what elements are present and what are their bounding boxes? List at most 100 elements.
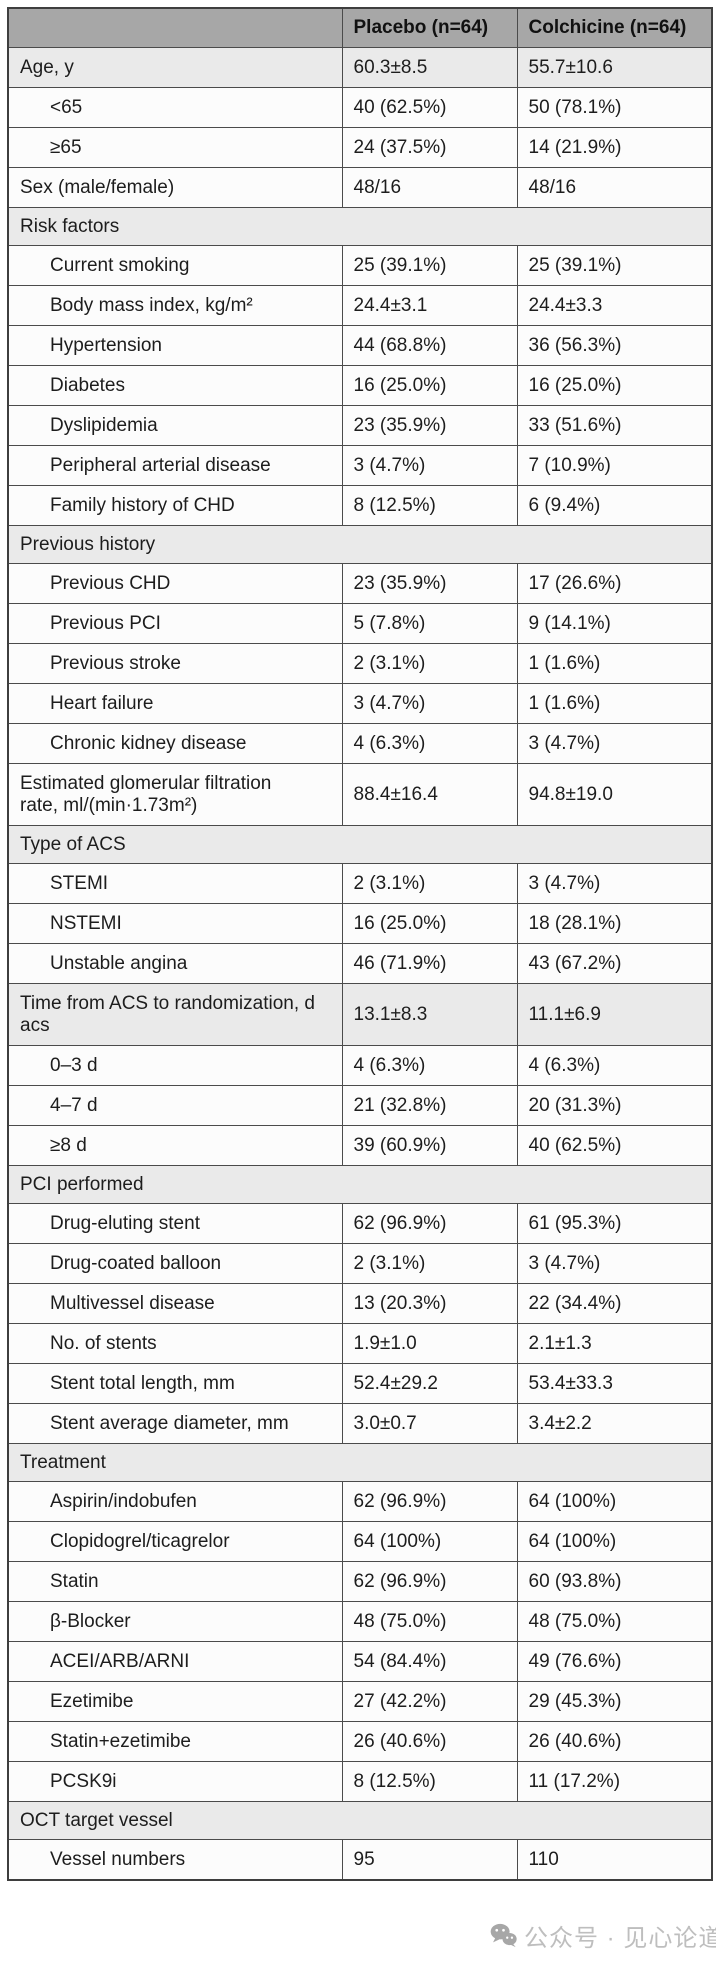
row-label: ≥8 d (7, 1125, 343, 1166)
colchicine-value: 1 (1.6%) (516, 643, 713, 684)
table-row: Stent total length, mm 52.4±29.2 53.4±33.3 (7, 1363, 713, 1404)
table-row: Clopidogrel/ticagrelor 64 (100%) 64 (100%) (7, 1521, 713, 1562)
table-row: Drug-coated balloon 2 (3.1%) 3 (4.7%) (7, 1243, 713, 1284)
colchicine-value: 3 (4.7%) (516, 723, 713, 764)
colchicine-value: 11.1±6.9 (516, 983, 713, 1046)
placebo-value: 3 (4.7%) (341, 683, 518, 724)
placebo-value: 25 (39.1%) (341, 245, 518, 286)
table-row: Statin 62 (96.9%) 60 (93.8%) (7, 1561, 713, 1602)
row-label: Chronic kidney disease (7, 723, 343, 764)
row-label: Clopidogrel/ticagrelor (7, 1521, 343, 1562)
row-label: No. of stents (7, 1323, 343, 1364)
column-header-empty (7, 7, 343, 48)
colchicine-value: 9 (14.1%) (516, 603, 713, 644)
colchicine-value: 17 (26.6%) (516, 563, 713, 604)
placebo-value: 2 (3.1%) (341, 1243, 518, 1284)
colchicine-value: 48/16 (516, 167, 713, 208)
colchicine-value: 1 (1.6%) (516, 683, 713, 724)
section-row: OCT target vessel (7, 1801, 713, 1840)
placebo-value: 27 (42.2%) (341, 1681, 518, 1722)
table-row: 4–7 d 21 (32.8%) 20 (31.3%) (7, 1085, 713, 1126)
row-label: Estimated glomerular filtration rate, ml… (7, 763, 343, 826)
placebo-value: 64 (100%) (341, 1521, 518, 1562)
row-label: Drug-eluting stent (7, 1203, 343, 1244)
table-row: Body mass index, kg/m² 24.4±3.1 24.4±3.3 (7, 285, 713, 326)
placebo-value: 2 (3.1%) (341, 643, 518, 684)
row-label: Statin+ezetimibe (7, 1721, 343, 1762)
colchicine-value: 3.4±2.2 (516, 1403, 713, 1444)
colchicine-value: 53.4±33.3 (516, 1363, 713, 1404)
watermark: 公众号 · 见心论道 (490, 1919, 716, 1952)
row-label: Diabetes (7, 365, 343, 406)
colchicine-value: 3 (4.7%) (516, 1243, 713, 1284)
table-row: Dyslipidemia 23 (35.9%) 33 (51.6%) (7, 405, 713, 446)
placebo-value: 16 (25.0%) (341, 903, 518, 944)
section-header: Type of ACS (7, 825, 713, 864)
row-label: Drug-coated balloon (7, 1243, 343, 1284)
placebo-value: 39 (60.9%) (341, 1125, 518, 1166)
row-label: Multivessel disease (7, 1283, 343, 1324)
placebo-value: 3.0±0.7 (341, 1403, 518, 1444)
placebo-value: 1.9±1.0 (341, 1323, 518, 1364)
table-row: Previous CHD 23 (35.9%) 17 (26.6%) (7, 563, 713, 604)
table-row: Family history of CHD 8 (12.5%) 6 (9.4%) (7, 485, 713, 526)
placebo-value: 2 (3.1%) (341, 863, 518, 904)
row-label: Body mass index, kg/m² (7, 285, 343, 326)
colchicine-value: 64 (100%) (516, 1521, 713, 1562)
row-label: Unstable angina (7, 943, 343, 984)
table-row: Heart failure 3 (4.7%) 1 (1.6%) (7, 683, 713, 724)
table-row: ≥65 24 (37.5%) 14 (21.9%) (7, 127, 713, 168)
colchicine-value: 33 (51.6%) (516, 405, 713, 446)
table-row: Chronic kidney disease 4 (6.3%) 3 (4.7%) (7, 723, 713, 764)
table-row: STEMI 2 (3.1%) 3 (4.7%) (7, 863, 713, 904)
colchicine-value: 64 (100%) (516, 1481, 713, 1522)
row-label: Vessel numbers (7, 1839, 343, 1881)
placebo-value: 60.3±8.5 (341, 47, 518, 88)
colchicine-value: 48 (75.0%) (516, 1601, 713, 1642)
colchicine-value: 40 (62.5%) (516, 1125, 713, 1166)
row-label: NSTEMI (7, 903, 343, 944)
placebo-value: 88.4±16.4 (341, 763, 518, 826)
row-label: ≥65 (7, 127, 343, 168)
placebo-value: 16 (25.0%) (341, 365, 518, 406)
placebo-value: 24 (37.5%) (341, 127, 518, 168)
section-header: OCT target vessel (7, 1801, 713, 1840)
table-row: Statin+ezetimibe 26 (40.6%) 26 (40.6%) (7, 1721, 713, 1762)
colchicine-value: 55.7±10.6 (516, 47, 713, 88)
placebo-value: 44 (68.8%) (341, 325, 518, 366)
table-row: Estimated glomerular filtration rate, ml… (7, 763, 713, 826)
section-row: Previous history (7, 525, 713, 564)
placebo-value: 52.4±29.2 (341, 1363, 518, 1404)
placebo-value: 3 (4.7%) (341, 445, 518, 486)
row-label: Hypertension (7, 325, 343, 366)
placebo-value: 26 (40.6%) (341, 1721, 518, 1762)
table-row: Peripheral arterial disease 3 (4.7%) 7 (10… (7, 445, 713, 486)
colchicine-value: 16 (25.0%) (516, 365, 713, 406)
colchicine-value: 25 (39.1%) (516, 245, 713, 286)
table-header: Placebo (n=64) Colchicine (n=64) (7, 7, 713, 48)
colchicine-value: 18 (28.1%) (516, 903, 713, 944)
placebo-value: 8 (12.5%) (341, 485, 518, 526)
row-label: Time from ACS to randomization, d acs (7, 983, 343, 1046)
table-row: Vessel numbers 95 110 (7, 1839, 713, 1881)
section-header: PCI performed (7, 1165, 713, 1204)
row-label: Aspirin/indobufen (7, 1481, 343, 1522)
row-label: Previous PCI (7, 603, 343, 644)
table-row: Multivessel disease 13 (20.3%) 22 (34.4%) (7, 1283, 713, 1324)
section-row: Risk factors (7, 207, 713, 246)
section-row: Type of ACS (7, 825, 713, 864)
row-label: Peripheral arterial disease (7, 445, 343, 486)
table-row: Ezetimibe 27 (42.2%) 29 (45.3%) (7, 1681, 713, 1722)
row-label: Age, y (7, 47, 343, 88)
placebo-value: 4 (6.3%) (341, 1045, 518, 1086)
row-label: Family history of CHD (7, 485, 343, 526)
colchicine-value: 6 (9.4%) (516, 485, 713, 526)
row-label: Sex (male/female) (7, 167, 343, 208)
table-row: NSTEMI 16 (25.0%) 18 (28.1%) (7, 903, 713, 944)
column-header-placebo: Placebo (n=64) (341, 7, 518, 48)
row-label: 4–7 d (7, 1085, 343, 1126)
section-row: PCI performed (7, 1165, 713, 1204)
placebo-value: 4 (6.3%) (341, 723, 518, 764)
colchicine-value: 36 (56.3%) (516, 325, 713, 366)
